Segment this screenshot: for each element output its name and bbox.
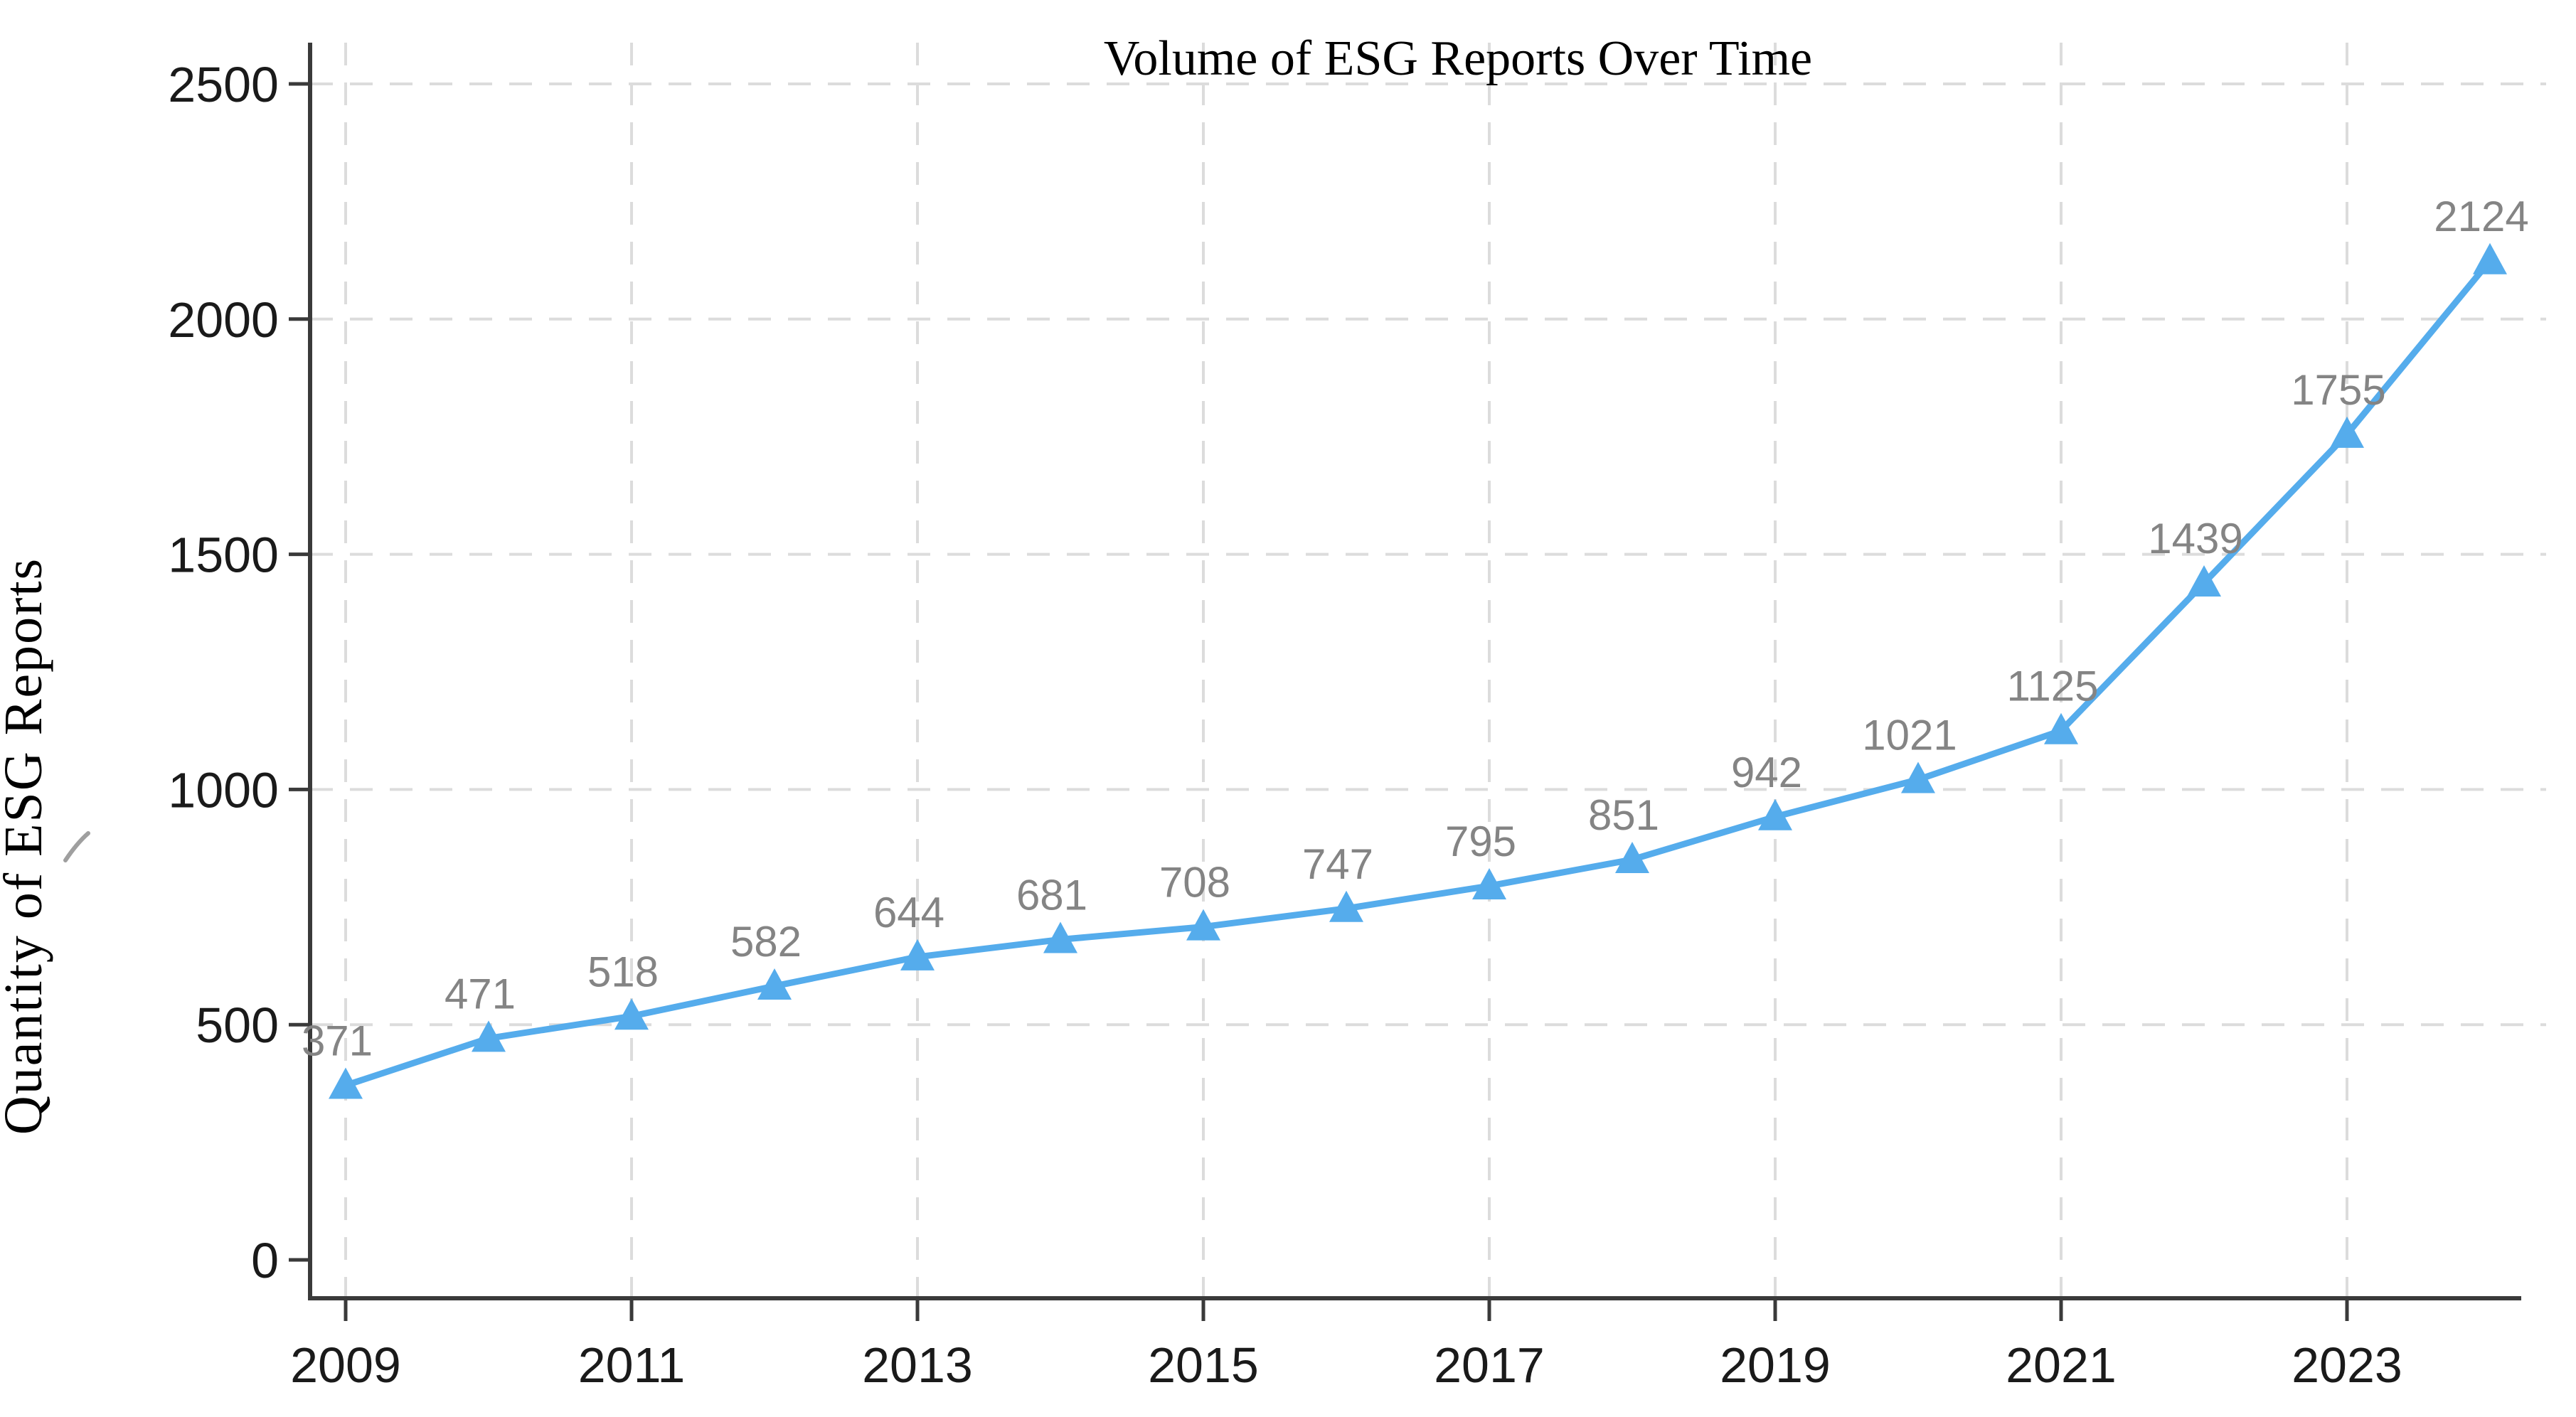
- data-point-label: 518: [587, 948, 659, 995]
- data-point-label: 795: [1445, 818, 1516, 865]
- y-tick-label: 1000: [168, 762, 279, 818]
- data-point-marker: [1901, 761, 1935, 793]
- x-tick-label: 2009: [290, 1337, 401, 1393]
- x-tick-label: 2015: [1148, 1337, 1259, 1393]
- data-point-marker: [2330, 416, 2364, 448]
- data-point-label: 1439: [2148, 515, 2242, 562]
- data-point-label: 681: [1016, 871, 1087, 919]
- data-point-marker: [1758, 798, 1792, 830]
- data-point-marker: [1186, 909, 1220, 941]
- data-point-label: 708: [1159, 859, 1230, 907]
- data-point-label: 582: [730, 918, 802, 966]
- x-tick-label: 2017: [1434, 1337, 1545, 1393]
- data-point-label: 1021: [1862, 712, 1957, 759]
- data-point-label: 1755: [2291, 366, 2385, 414]
- chart-title: Volume of ESG Reports Over Time: [1104, 31, 1812, 86]
- series-line: [342, 257, 2493, 1089]
- data-point-label: 942: [1731, 749, 1802, 796]
- axes-layer: 0 500 1000 1500 2000 2500 2009 2011 2013 2015 2017…: [168, 43, 2521, 1393]
- y-tick-label: 1500: [168, 528, 279, 583]
- data-point-label: 644: [873, 889, 944, 936]
- x-tick-label: 2019: [1720, 1337, 1831, 1393]
- data-point-label: 371: [302, 1017, 373, 1065]
- gridlines-layer: [310, 43, 2546, 1298]
- y-axis-title: Quantity of ESG Reports: [0, 557, 53, 1135]
- stray-mark-artifact: [63, 831, 90, 862]
- y-tick-label: 2500: [168, 57, 279, 112]
- data-point-marker: [614, 998, 649, 1030]
- data-point-label: 851: [1588, 791, 1659, 839]
- data-point-label: 1125: [2006, 663, 2098, 710]
- data-point-marker: [1329, 890, 1363, 922]
- data-point-marker: [472, 1020, 506, 1052]
- data-point-marker: [2187, 565, 2221, 597]
- data-point-marker: [1472, 868, 1506, 900]
- data-series-layer: 371 471 518 582 644 681 708 747 795 851 942 1021 112…: [302, 193, 2529, 1099]
- y-tick-label: 0: [251, 1233, 279, 1288]
- x-tick-label: 2011: [578, 1337, 686, 1393]
- x-tick-label: 2023: [2292, 1337, 2402, 1393]
- x-tick-label: 2021: [2006, 1337, 2117, 1393]
- data-point-label: 471: [445, 970, 516, 1017]
- data-point-marker: [2044, 712, 2078, 744]
- y-tick-label: 2000: [168, 292, 279, 348]
- data-point-marker: [1615, 841, 1649, 873]
- data-point-label: 747: [1302, 840, 1373, 888]
- x-tick-label: 2013: [862, 1337, 973, 1393]
- data-point-marker: [757, 968, 792, 1000]
- data-point-marker: [900, 939, 935, 970]
- y-tick-label: 500: [196, 998, 279, 1053]
- data-point-marker: [1043, 921, 1077, 953]
- data-point-marker: [329, 1067, 363, 1099]
- data-point-label: 2124: [2434, 193, 2528, 240]
- data-point-marker: [2473, 242, 2507, 274]
